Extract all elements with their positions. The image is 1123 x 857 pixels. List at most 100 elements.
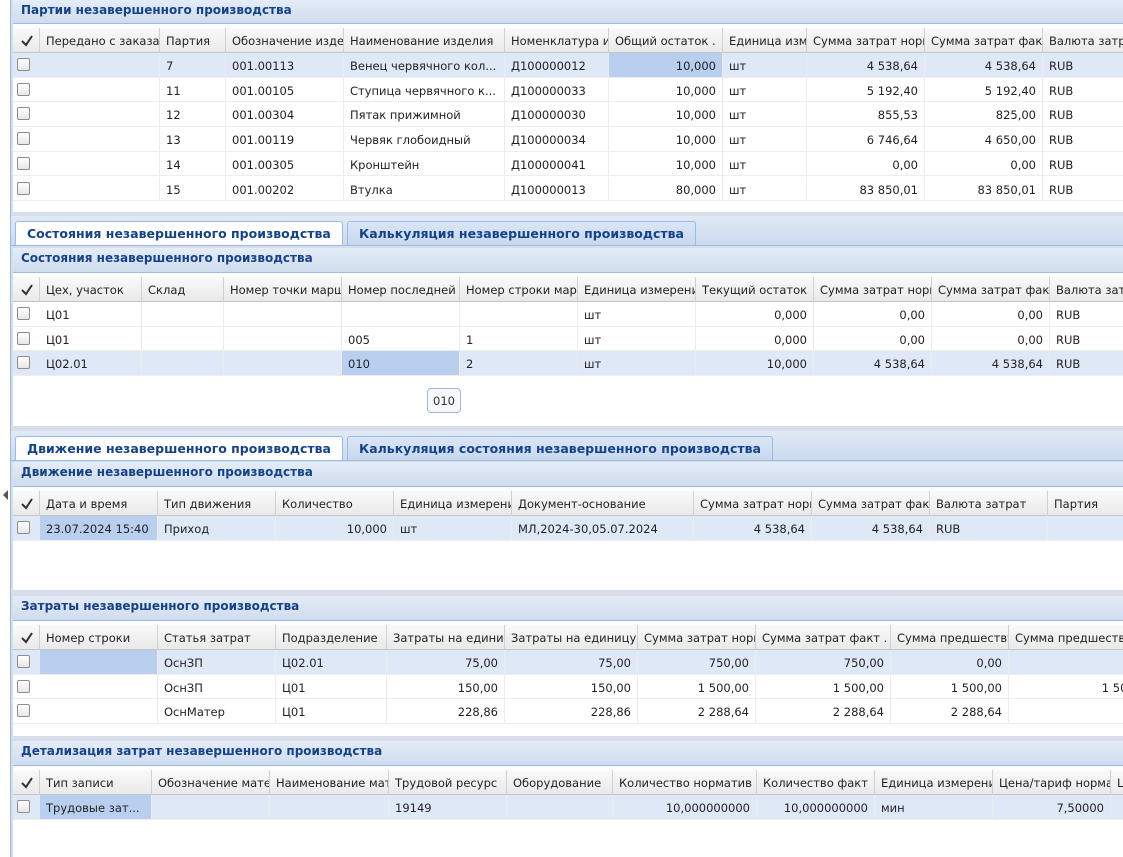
column-header[interactable]: Ц bbox=[1111, 770, 1123, 795]
grid-cell[interactable]: Д100000030 bbox=[505, 102, 609, 127]
column-header[interactable]: Сумма затрат факт bbox=[925, 28, 1043, 53]
grid-row[interactable]: 7 001.00113 Венец червячного кол... Д100000… bbox=[13, 53, 1123, 78]
grid-cell[interactable]: RUB bbox=[1050, 327, 1123, 351]
grid-cell[interactable]: шт bbox=[578, 326, 696, 351]
grid-cell[interactable]: Приход bbox=[158, 516, 276, 540]
grid-cell[interactable]: Червяк глобоидный bbox=[344, 127, 505, 151]
grid-row[interactable]: 12 001.00304 Пятак прижимной Д100000030 10,0… bbox=[13, 102, 1123, 128]
column-header[interactable]: Сумма предшеств bbox=[1009, 625, 1123, 650]
column-header[interactable]: Партия bbox=[1048, 491, 1123, 516]
column-header[interactable]: Обозначение мате bbox=[152, 770, 270, 795]
grid-cell[interactable]: 001.00119 bbox=[226, 127, 344, 151]
column-header[interactable]: Дата и время bbox=[40, 491, 158, 516]
select-all-check[interactable] bbox=[21, 777, 33, 789]
grid-cell[interactable]: 15 bbox=[160, 176, 226, 201]
grid-cell[interactable]: Д100000013 bbox=[505, 176, 609, 201]
grid-cell[interactable]: 150,00 bbox=[505, 674, 638, 699]
grid-cell[interactable]: 0,00 bbox=[891, 650, 1009, 674]
grid-cell[interactable]: 5 192,40 bbox=[807, 77, 925, 102]
column-header[interactable]: Текущий остаток bbox=[696, 277, 814, 302]
column-header[interactable]: Тип записи bbox=[40, 770, 152, 795]
grid-cell[interactable]: 4 538,64 bbox=[694, 516, 812, 540]
grid-cell[interactable]: 10,000 bbox=[609, 151, 723, 176]
grid-cell[interactable]: 19149 bbox=[389, 795, 507, 819]
grid-row[interactable]: Ц02.01 010 2 шт 10,000 4 538,64 4 538,64 RUB bbox=[13, 351, 1123, 377]
grid-row[interactable]: ОснЗП Ц01 150,00 150,00 1 500,00 1 500,00 1 50… bbox=[13, 674, 1123, 700]
grid-row[interactable]: 14 001.00305 Кронштейн Д100000041 10,000 шт 0,… bbox=[13, 151, 1123, 177]
row-checkbox[interactable] bbox=[17, 307, 30, 320]
grid-cell[interactable]: 4 538,64 bbox=[812, 516, 930, 540]
row-checkbox[interactable] bbox=[17, 107, 30, 121]
grid-cell[interactable]: 10,000 bbox=[276, 516, 394, 540]
grid-cell[interactable] bbox=[460, 302, 578, 326]
grid-cell[interactable]: RUB bbox=[1050, 351, 1123, 375]
column-header[interactable]: Валюта затрат bbox=[930, 491, 1048, 516]
tab[interactable]: Состояния незавершенного производства bbox=[15, 221, 343, 245]
grid-cell[interactable]: 10,000 bbox=[696, 351, 814, 376]
column-header[interactable]: Документ-основание bbox=[512, 491, 694, 516]
grid-cell[interactable] bbox=[40, 151, 160, 176]
grid-cell[interactable]: 75,00 bbox=[387, 650, 505, 674]
grid-cell[interactable]: ОснЗП bbox=[158, 674, 276, 699]
grid-cell[interactable]: 5 192,40 bbox=[925, 77, 1043, 102]
grid-cell[interactable]: шт bbox=[723, 102, 807, 127]
grid-cell[interactable]: 4 538,64 bbox=[807, 53, 925, 77]
grid-row[interactable]: 23.07.2024 15:40 Приход 10,000 шт МЛ,2024-30… bbox=[13, 516, 1123, 541]
grid-row[interactable]: 13 001.00119 Червяк глобоидный Д100000034 10… bbox=[13, 127, 1123, 152]
column-header[interactable]: Общий остаток . bbox=[609, 28, 723, 53]
column-header[interactable]: Передано с заказа bbox=[40, 28, 160, 53]
grid-cell[interactable]: Пятак прижимной bbox=[344, 102, 505, 127]
grid-cell[interactable]: RUB bbox=[1043, 53, 1123, 77]
column-header[interactable]: Сумма предшеству bbox=[891, 625, 1009, 650]
grid-row[interactable]: Трудовые зат... 19149 10,000000000 10,00000… bbox=[13, 795, 1123, 820]
grid-cell[interactable]: шт bbox=[723, 77, 807, 102]
select-all-check[interactable] bbox=[21, 284, 33, 296]
grid-cell[interactable]: 0,00 bbox=[807, 151, 925, 176]
grid-cell[interactable]: шт bbox=[723, 151, 807, 176]
grid-cell[interactable]: RUB bbox=[1043, 78, 1123, 102]
column-header[interactable]: Количество факт bbox=[757, 770, 875, 795]
column-header[interactable]: Валюта зат bbox=[1050, 277, 1123, 302]
column-header[interactable]: Единица измерени bbox=[578, 277, 696, 302]
grid-cell[interactable] bbox=[40, 77, 160, 102]
column-header[interactable]: Количество норматив bbox=[613, 770, 757, 795]
row-checkbox[interactable] bbox=[17, 704, 30, 718]
grid-cell[interactable]: 0,00 bbox=[925, 151, 1043, 176]
column-header[interactable]: Статья затрат bbox=[158, 625, 276, 650]
grid-cell[interactable] bbox=[40, 53, 160, 77]
grid-cell[interactable]: 750,00 bbox=[638, 650, 756, 674]
collapse-arrow[interactable] bbox=[3, 490, 8, 500]
grid-row[interactable]: 15 001.00202 Втулка Д100000013 80,000 шт 83 85… bbox=[13, 176, 1123, 202]
grid-cell[interactable]: 001.00105 bbox=[226, 77, 344, 102]
grid-cell[interactable]: 10,000 bbox=[609, 53, 723, 77]
grid-cell[interactable]: 0,00 bbox=[1009, 699, 1123, 723]
grid-cell[interactable] bbox=[270, 795, 389, 819]
row-checkbox[interactable] bbox=[17, 181, 30, 195]
tab[interactable]: Движение незавершенного производства bbox=[15, 436, 343, 460]
grid-cell[interactable]: Ц01 bbox=[40, 326, 142, 351]
grid-row[interactable]: Ц01 шт 0,000 0,00 0,00 RUB bbox=[13, 302, 1123, 327]
row-checkbox[interactable] bbox=[17, 331, 30, 345]
grid-cell[interactable]: RUB bbox=[1043, 177, 1123, 201]
grid-cell[interactable]: RUB bbox=[1043, 127, 1123, 151]
grid-cell[interactable]: RUB bbox=[930, 516, 1048, 540]
column-header[interactable]: Валюта затр bbox=[1043, 28, 1123, 53]
grid-cell[interactable]: 1 500,00 bbox=[756, 674, 891, 699]
row-checkbox[interactable] bbox=[17, 521, 30, 534]
column-header[interactable]: Сумма затрат факт bbox=[932, 277, 1050, 302]
column-header[interactable]: Затраты на единиц bbox=[387, 625, 505, 650]
grid-cell[interactable]: 228,86 bbox=[387, 699, 505, 724]
grid-cell[interactable]: шт bbox=[394, 516, 512, 540]
grid-cell[interactable]: мин bbox=[875, 795, 993, 819]
grid-cell[interactable]: 0,00 bbox=[814, 326, 932, 351]
grid-cell[interactable] bbox=[1111, 795, 1123, 819]
row-checkbox[interactable] bbox=[17, 132, 30, 146]
grid-cell[interactable] bbox=[40, 176, 160, 201]
grid-cell[interactable]: Д100000012 bbox=[505, 53, 609, 77]
row-checkbox[interactable] bbox=[17, 356, 30, 370]
grid-cell[interactable]: 10,000 bbox=[609, 77, 723, 102]
grid-row[interactable]: ОснЗПЦ02.0175,0075,00750,00750,000,000,0… bbox=[13, 650, 1123, 675]
grid-cell[interactable]: 1 500,00 bbox=[891, 674, 1009, 699]
tab[interactable]: Калькуляция незавершенного производства bbox=[347, 221, 696, 245]
grid-cell[interactable]: Венец червячного кол... bbox=[344, 53, 505, 77]
